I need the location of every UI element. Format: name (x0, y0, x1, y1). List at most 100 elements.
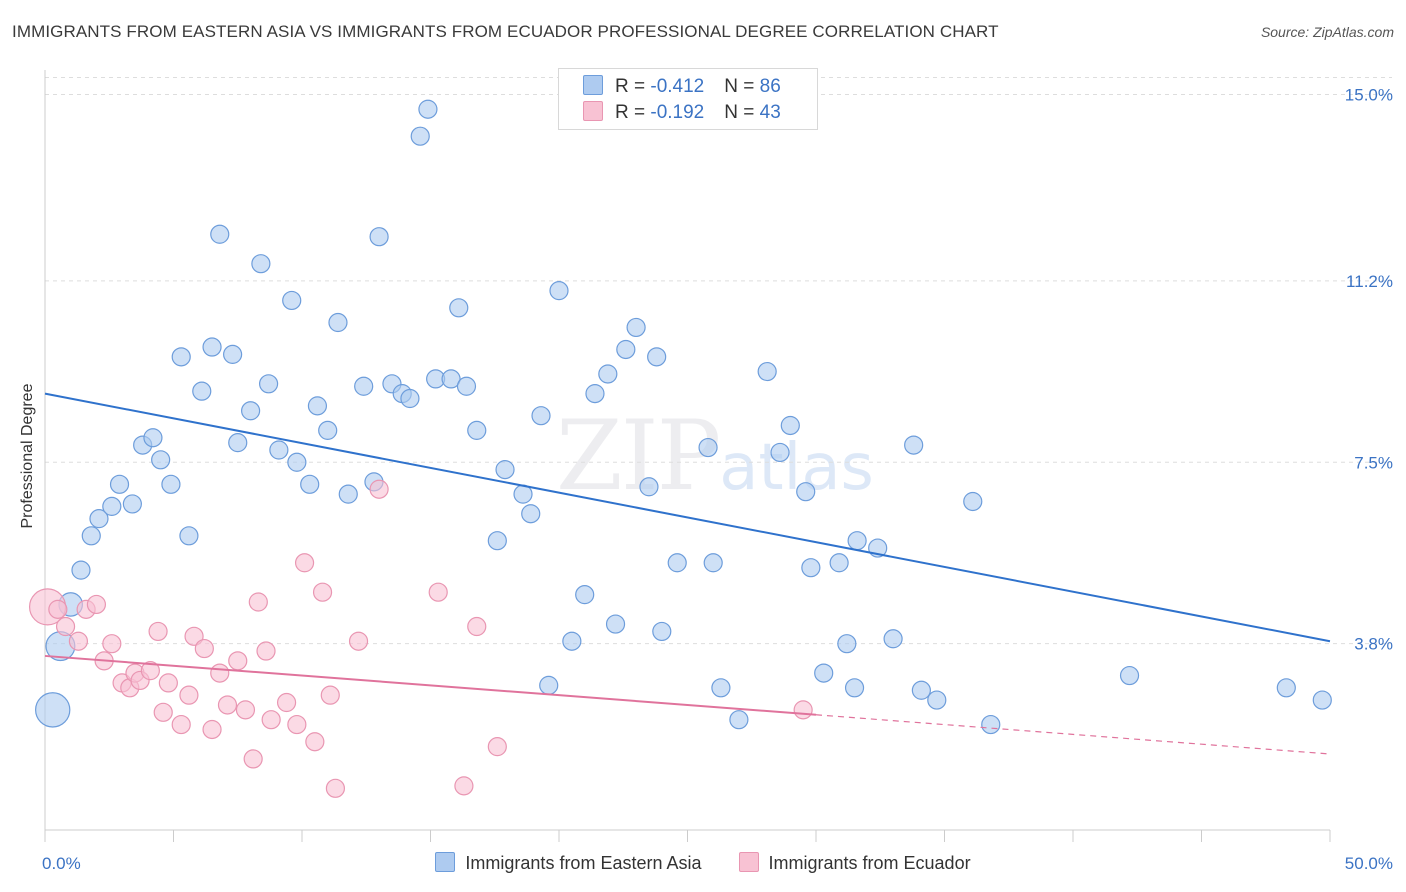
point-ecuador (320, 685, 340, 705)
point-ecuador (217, 695, 238, 715)
point-ecuador (158, 673, 178, 693)
point-eastern-asia (562, 631, 582, 651)
point-ecuador (86, 594, 107, 615)
point-eastern-asia (192, 381, 212, 401)
watermark-zip: ZIP (556, 400, 721, 512)
point-eastern-asia (780, 415, 800, 436)
y-tick-label: 3.8% (1354, 635, 1393, 654)
point-ecuador (256, 641, 276, 661)
point-ecuador (48, 599, 68, 619)
y-tick-label: 11.2% (1346, 272, 1393, 291)
point-eastern-asia (179, 526, 199, 546)
legend-label: Immigrants from Eastern Asia (465, 853, 702, 873)
y-axis-label: Professional Degree (19, 383, 36, 529)
point-eastern-asia (228, 433, 248, 453)
correlation-legend: R = -0.412 N = 86 R = -0.192 N = 43 (558, 68, 818, 130)
point-eastern-asia (814, 663, 834, 683)
point-eastern-asia (981, 714, 1001, 735)
point-eastern-asia (400, 388, 420, 409)
point-ecuador (294, 553, 315, 573)
point-eastern-asia (122, 494, 142, 514)
legend-row-ecuador: R = -0.192 N = 43 (583, 101, 781, 125)
point-ecuador (369, 479, 389, 499)
point-ecuador (140, 661, 160, 681)
point-eastern-asia (369, 227, 389, 247)
point-eastern-asia (109, 474, 130, 494)
trend-extension-ecuador (815, 714, 1331, 755)
point-eastern-asia (410, 126, 430, 146)
point-eastern-asia (258, 374, 279, 394)
point-ecuador (305, 732, 325, 752)
point-eastern-asia (223, 344, 243, 364)
point-eastern-asia (667, 553, 687, 573)
point-ecuador (228, 651, 248, 671)
point-eastern-asia (35, 692, 71, 728)
r-value: -0.412 (650, 76, 705, 97)
x-tick-label: 0.0% (42, 854, 81, 873)
point-eastern-asia (647, 347, 667, 367)
point-eastern-asia (287, 452, 307, 472)
point-eastern-asia (605, 614, 626, 634)
point-ecuador (55, 616, 76, 637)
point-ecuador (467, 616, 487, 637)
point-eastern-asia (539, 675, 559, 695)
point-eastern-asia (202, 337, 222, 357)
point-ecuador (248, 592, 268, 612)
point-eastern-asia (354, 376, 374, 396)
point-eastern-asia (904, 435, 924, 455)
point-eastern-asia (729, 710, 749, 730)
point-ecuador (194, 638, 214, 659)
point-ecuador (276, 692, 297, 713)
point-ecuador (210, 663, 230, 683)
point-eastern-asia (441, 369, 461, 389)
legend-swatch-blue (435, 852, 456, 872)
point-eastern-asia (585, 384, 605, 404)
point-eastern-asia (328, 312, 348, 333)
point-eastern-asia (1119, 665, 1140, 686)
point-eastern-asia (626, 317, 646, 338)
chart-title: IMMIGRANTS FROM EASTERN ASIA VS IMMIGRAN… (12, 22, 999, 41)
point-ecuador (68, 631, 89, 651)
point-ecuador (428, 582, 448, 602)
legend-swatch-pink (583, 101, 603, 121)
y-tick-label: 7.5% (1354, 453, 1393, 472)
point-eastern-asia (487, 531, 507, 551)
legend-item-ecuador: Immigrants from Ecuador (738, 852, 971, 874)
point-eastern-asia (151, 450, 171, 470)
point-eastern-asia (495, 460, 515, 480)
point-eastern-asia (89, 509, 109, 529)
point-ecuador (348, 631, 369, 651)
point-eastern-asia (143, 428, 163, 448)
point-ecuador (454, 776, 474, 796)
legend-swatch-blue (583, 75, 603, 95)
point-eastern-asia (837, 634, 857, 654)
point-ecuador (102, 634, 122, 654)
point-eastern-asia (549, 281, 569, 301)
trend-line-eastern-asia (44, 392, 1331, 643)
point-eastern-asia (698, 437, 718, 458)
point-eastern-asia (883, 629, 903, 649)
point-ecuador (179, 685, 199, 705)
point-ecuador (261, 710, 281, 730)
legend-row-eastern-asia: R = -0.412 N = 86 (583, 75, 781, 99)
point-eastern-asia (531, 406, 551, 426)
point-eastern-asia (911, 680, 931, 700)
point-eastern-asia (241, 401, 261, 421)
n-value: 86 (759, 76, 781, 97)
point-eastern-asia (616, 339, 636, 360)
point-eastern-asia (801, 558, 821, 578)
point-eastern-asia (467, 420, 487, 440)
point-eastern-asia (307, 396, 328, 416)
n-value: 43 (759, 102, 781, 123)
point-ecuador (243, 749, 263, 769)
point-ecuador (325, 778, 346, 798)
point-eastern-asia (210, 224, 230, 244)
r-value: -0.192 (650, 102, 705, 123)
point-eastern-asia (282, 290, 302, 311)
point-eastern-asia (757, 361, 777, 382)
point-ecuador (287, 714, 307, 735)
point-eastern-asia (829, 553, 849, 573)
point-eastern-asia (927, 690, 947, 710)
point-eastern-asia (269, 440, 289, 460)
